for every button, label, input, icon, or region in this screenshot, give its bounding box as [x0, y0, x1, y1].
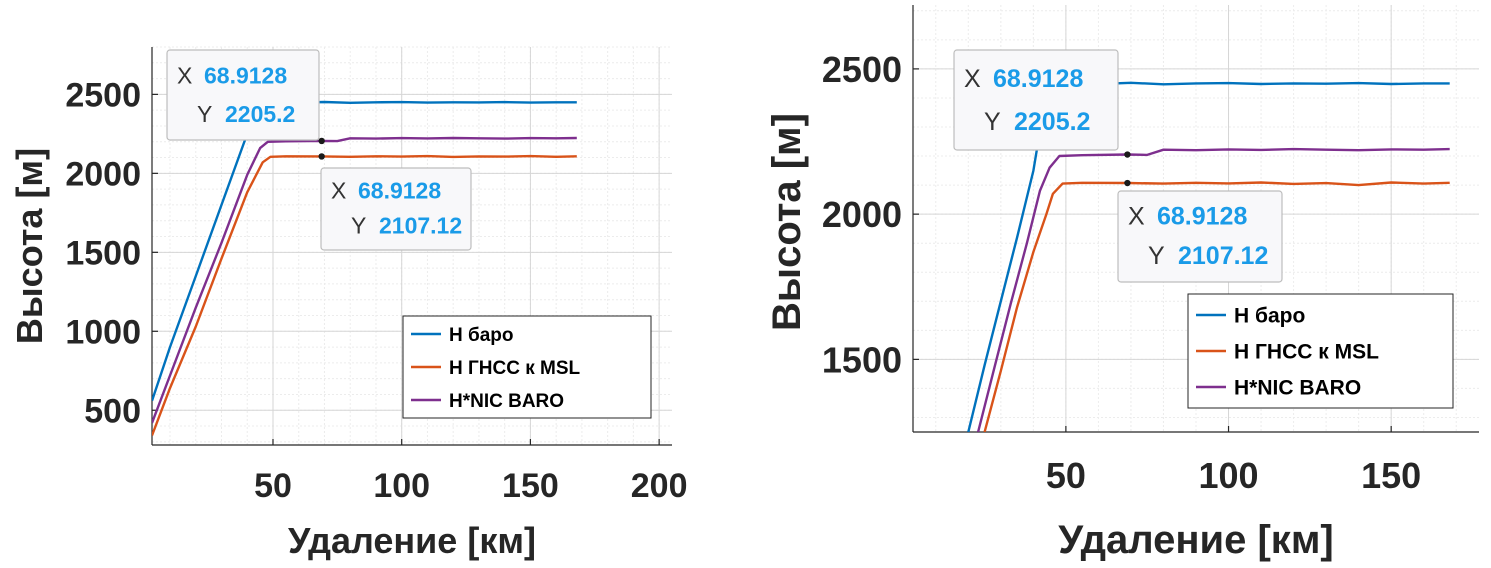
y-tick-label: 1000 — [65, 314, 141, 352]
series-line-2 — [983, 181, 1450, 432]
datatip-x-value: 68.9128 — [1157, 203, 1247, 231]
x-tick-label: 100 — [1198, 455, 1258, 496]
y-tick-label: 2000 — [65, 156, 141, 194]
x-tick-label: 50 — [1046, 455, 1086, 496]
legend: H баро H ГНСС к MSL H*NIC BARO — [402, 315, 652, 419]
legend-box — [1187, 293, 1454, 409]
x-tick-label: 100 — [373, 467, 430, 505]
series-group — [152, 100, 577, 436]
series-line-1 — [967, 81, 1450, 432]
datatip-box — [320, 167, 472, 251]
datatip-y-value: 2205.2 — [1014, 108, 1090, 136]
y-tick-label: 1500 — [65, 235, 141, 273]
datatip-x-label: X — [177, 62, 192, 88]
x-tick-label: 200 — [631, 467, 688, 505]
datatip-marker — [318, 137, 325, 145]
datatip-box — [953, 49, 1119, 151]
series-line-2 — [152, 154, 577, 436]
datatip-2: X 68.9128 Y 2107.12 — [1117, 190, 1283, 283]
legend-label-1: H баро — [1234, 305, 1305, 328]
datatip-x-label: X — [964, 65, 981, 93]
y-tick-label: 2500 — [65, 77, 141, 115]
datatip-x-label: X — [331, 177, 346, 203]
datatip-y-label: Y — [351, 213, 366, 239]
legend-box — [402, 315, 652, 419]
y-tick-label: 500 — [84, 392, 141, 430]
datatip-marker — [1124, 151, 1131, 158]
legend-label-1: H баро — [449, 325, 514, 346]
chart-panel-2: 50 100 150 1500 2000 2500 Удаление [км] Высота … — [765, 5, 1479, 562]
y-axis-label: Высота [м] — [765, 113, 809, 331]
x-tick-label: 150 — [502, 467, 559, 505]
datatip-1: X 68.9128 Y 2205.2 — [953, 49, 1119, 151]
legend-label-2: H ГНСС к MSL — [1234, 341, 1379, 364]
x-axis-label: Удаление [км] — [288, 520, 536, 561]
series-group — [967, 81, 1450, 432]
x-tick-label: 50 — [254, 467, 292, 505]
datatip-box — [166, 49, 320, 141]
datatip-marker — [1124, 179, 1131, 187]
y-tick-label: 2000 — [822, 194, 902, 235]
legend-label-3: H*NIC BARO — [449, 391, 564, 412]
datatip-box — [1117, 190, 1283, 283]
datatip-marker — [318, 153, 325, 160]
datatip-y-value: 2107.12 — [379, 213, 462, 239]
datatip-y-label: Y — [1148, 242, 1165, 270]
x-tick-label: 150 — [1361, 455, 1421, 496]
series-line-3 — [976, 147, 1450, 432]
series-line-1 — [152, 100, 577, 402]
chart-panel-1: 50 100 150 200 500 1000 1500 2000 2500 Удаление [… — [9, 46, 688, 561]
datatip-x-value: 68.9128 — [204, 62, 287, 88]
datatip-x-value: 68.9128 — [358, 177, 441, 203]
datatip-y-value: 2205.2 — [225, 101, 295, 127]
datatip-y-label: Y — [984, 108, 1001, 136]
series-line-3 — [152, 136, 577, 424]
datatip-1: X 68.9128 Y 2205.2 — [166, 49, 320, 141]
legend-label-2: H ГНСС к MSL — [449, 358, 581, 379]
legend: H баро H ГНСС к MSL H*NIC BARO — [1187, 293, 1454, 409]
datatip-2: X 68.9128 Y 2107.12 — [320, 167, 472, 251]
datatip-y-value: 2107.12 — [1178, 242, 1268, 270]
y-tick-label: 2500 — [822, 49, 902, 90]
y-axis-label: Высота [м] — [9, 148, 50, 344]
legend-label-3: H*NIC BARO — [1234, 377, 1361, 400]
x-axis-label: Удаление [км] — [1058, 518, 1334, 562]
datatip-y-label: Y — [197, 101, 212, 127]
datatip-x-label: X — [1128, 203, 1145, 231]
datatip-x-value: 68.9128 — [993, 65, 1083, 93]
y-tick-label: 1500 — [822, 339, 902, 380]
